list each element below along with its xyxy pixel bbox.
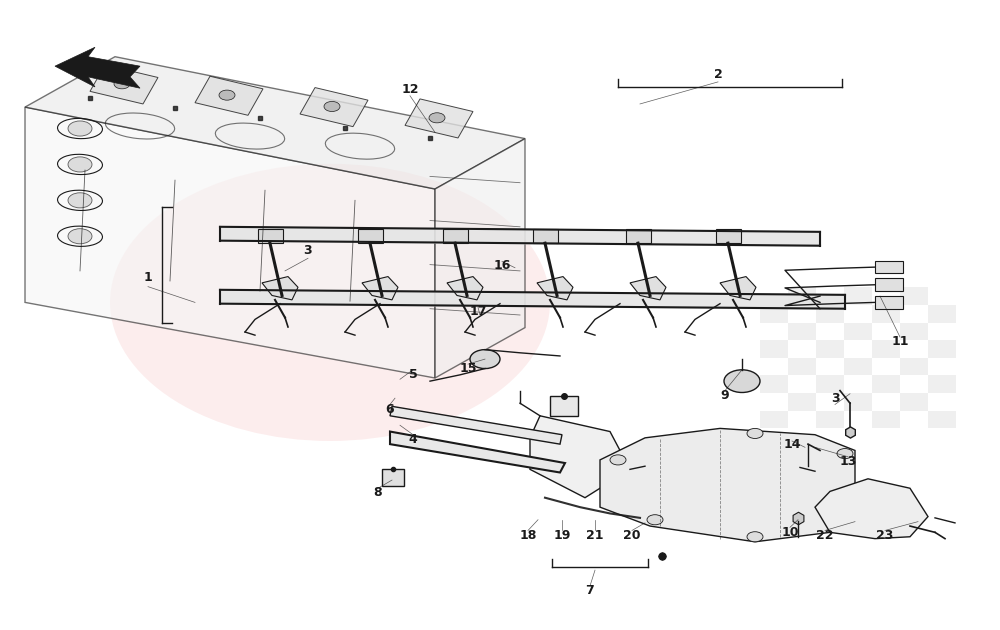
Circle shape: [747, 532, 763, 542]
Bar: [900, 358, 928, 375]
Polygon shape: [720, 277, 756, 300]
Text: 19: 19: [553, 529, 571, 542]
Bar: [900, 323, 928, 340]
Text: 10: 10: [781, 526, 799, 539]
Bar: [928, 340, 956, 358]
Polygon shape: [25, 57, 525, 189]
Bar: [716, 229, 741, 243]
Polygon shape: [262, 277, 298, 300]
Polygon shape: [90, 65, 158, 104]
Text: 20: 20: [623, 529, 641, 542]
Polygon shape: [530, 416, 630, 498]
Polygon shape: [815, 479, 928, 539]
Bar: [900, 393, 928, 411]
Bar: [382, 469, 404, 486]
Text: 3: 3: [831, 392, 839, 404]
Polygon shape: [447, 277, 483, 300]
Text: 7: 7: [586, 585, 594, 597]
Circle shape: [114, 79, 130, 89]
Circle shape: [830, 515, 846, 525]
Bar: [816, 375, 844, 393]
Text: 9: 9: [721, 389, 729, 402]
Polygon shape: [435, 139, 525, 378]
Bar: [358, 229, 383, 243]
Text: 8: 8: [374, 486, 382, 499]
Bar: [875, 278, 903, 291]
Polygon shape: [405, 99, 473, 138]
Circle shape: [324, 101, 340, 112]
Bar: [844, 287, 872, 305]
Circle shape: [68, 229, 92, 244]
Text: 11: 11: [891, 335, 909, 348]
Circle shape: [429, 113, 445, 123]
Bar: [928, 375, 956, 393]
Text: 13: 13: [839, 455, 857, 467]
Bar: [816, 340, 844, 358]
Polygon shape: [630, 277, 666, 300]
Bar: [443, 229, 468, 243]
Bar: [760, 375, 788, 393]
Polygon shape: [390, 432, 565, 472]
Text: 3: 3: [304, 244, 312, 257]
Bar: [872, 340, 900, 358]
Circle shape: [68, 157, 92, 172]
Bar: [900, 287, 928, 305]
Polygon shape: [195, 76, 263, 115]
Text: 18: 18: [519, 529, 537, 542]
Text: 16: 16: [493, 260, 511, 272]
Bar: [760, 305, 788, 323]
Text: 21: 21: [586, 529, 604, 542]
Circle shape: [647, 515, 663, 525]
Bar: [872, 305, 900, 323]
Circle shape: [747, 428, 763, 438]
Polygon shape: [55, 47, 140, 88]
Text: 12: 12: [401, 83, 419, 96]
Bar: [844, 393, 872, 411]
Polygon shape: [25, 107, 435, 378]
Bar: [760, 411, 788, 428]
Circle shape: [68, 121, 92, 136]
Bar: [875, 296, 903, 309]
Bar: [550, 396, 578, 416]
Polygon shape: [390, 406, 562, 444]
Circle shape: [470, 350, 500, 369]
Bar: [788, 358, 816, 375]
Bar: [928, 411, 956, 428]
Polygon shape: [600, 428, 855, 542]
Bar: [788, 323, 816, 340]
Circle shape: [837, 449, 853, 459]
Bar: [816, 305, 844, 323]
Bar: [872, 411, 900, 428]
Bar: [533, 229, 558, 243]
Circle shape: [68, 193, 92, 208]
Polygon shape: [537, 277, 573, 300]
Bar: [626, 229, 651, 243]
Bar: [844, 358, 872, 375]
Text: 23: 23: [876, 529, 894, 542]
Bar: [816, 411, 844, 428]
Text: 17: 17: [469, 306, 487, 318]
Text: 14: 14: [783, 438, 801, 451]
Bar: [788, 393, 816, 411]
Circle shape: [110, 164, 550, 441]
Polygon shape: [362, 277, 398, 300]
Text: 22: 22: [816, 529, 834, 542]
Circle shape: [610, 455, 626, 465]
Bar: [872, 375, 900, 393]
Polygon shape: [300, 88, 368, 127]
Circle shape: [724, 370, 760, 392]
Bar: [788, 287, 816, 305]
Bar: [760, 340, 788, 358]
Text: 4: 4: [409, 433, 417, 446]
Circle shape: [219, 90, 235, 100]
Bar: [928, 305, 956, 323]
Bar: [844, 323, 872, 340]
Bar: [258, 229, 283, 243]
Bar: [875, 261, 903, 273]
Text: 1: 1: [144, 271, 152, 284]
Text: 6: 6: [386, 403, 394, 416]
Text: 15: 15: [459, 362, 477, 375]
Text: 5: 5: [409, 369, 417, 381]
Text: 2: 2: [714, 68, 722, 81]
